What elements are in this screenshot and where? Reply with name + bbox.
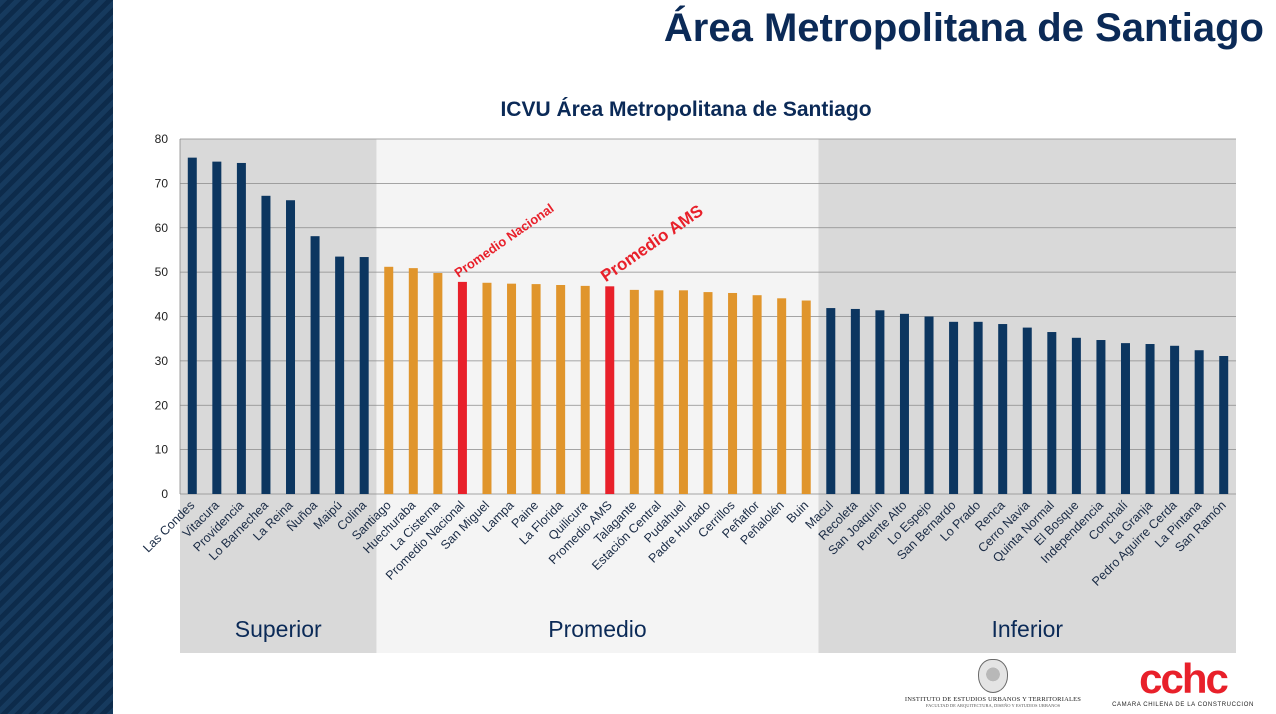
bar — [752, 295, 762, 494]
bar — [531, 284, 541, 494]
bar — [212, 161, 222, 494]
group-label-promedio: Promedio — [548, 616, 646, 642]
bar — [850, 308, 860, 494]
group-label-inferior: Inferior — [991, 616, 1063, 642]
chart-title: ICVU Área Metropolitana de Santiago — [500, 98, 871, 121]
bar — [629, 289, 639, 494]
bar — [949, 321, 959, 494]
bar — [261, 195, 271, 495]
bar — [826, 308, 836, 494]
institute-faculty: FACULTAD DE ARQUITECTURA, DISEÑO Y ESTUD… — [925, 703, 1061, 708]
bar — [973, 321, 983, 494]
bar — [875, 310, 885, 494]
bar — [1194, 350, 1204, 494]
y-tick-label: 0 — [161, 487, 168, 501]
bar — [580, 285, 590, 494]
bar — [899, 313, 909, 494]
university-seal-icon — [978, 659, 1008, 693]
bar — [1071, 337, 1081, 494]
bar — [1022, 327, 1032, 494]
y-tick-label: 20 — [155, 398, 169, 412]
bar — [605, 286, 615, 494]
bar — [1120, 343, 1130, 494]
y-tick-label: 70 — [155, 176, 169, 190]
bar — [728, 292, 738, 494]
y-tick-label: 80 — [155, 132, 169, 146]
bar — [678, 290, 688, 494]
logos-area: INSTITUTO DE ESTUDIOS URBANOS Y TERRITOR… — [898, 648, 1258, 708]
group-label-superior: Superior — [235, 616, 322, 642]
group-band-promedio — [376, 139, 819, 653]
bar — [482, 282, 492, 494]
cchc-name: CAMARA CHILENA DE LA CONSTRUCCION — [1112, 702, 1254, 708]
bar — [507, 283, 517, 494]
institute-name: INSTITUTO DE ESTUDIOS URBANOS Y TERRITOR… — [904, 696, 1082, 703]
bar — [408, 268, 418, 494]
y-tick-label: 60 — [155, 221, 169, 235]
y-tick-label: 50 — [155, 265, 169, 279]
bar — [335, 256, 345, 494]
bar — [187, 157, 197, 494]
bar — [1047, 332, 1057, 494]
bar — [777, 298, 787, 494]
bar — [433, 273, 443, 494]
bar — [384, 266, 394, 494]
bar — [654, 290, 664, 494]
bar — [310, 236, 320, 494]
y-tick-label: 40 — [155, 310, 169, 324]
bar — [1219, 355, 1229, 494]
y-tick-label: 10 — [155, 443, 169, 457]
bar — [801, 300, 811, 494]
bar — [1170, 345, 1180, 494]
cchc-logo-mark: cchc — [1139, 655, 1230, 702]
page-title: Área Metropolitana de Santiago — [663, 6, 1264, 50]
bar — [998, 324, 1008, 494]
bar — [457, 281, 467, 494]
bar — [359, 257, 369, 494]
bar — [286, 200, 296, 495]
bar — [556, 284, 566, 494]
decorative-side-band — [0, 0, 113, 714]
bar — [703, 292, 713, 494]
group-band-superior — [180, 139, 377, 653]
institute-logo: INSTITUTO DE ESTUDIOS URBANOS Y TERRITOR… — [898, 659, 1088, 708]
bar — [236, 162, 246, 494]
bar — [924, 316, 934, 494]
cchc-logo: cchc CAMARA CHILENA DE LA CONSTRUCCION — [1108, 655, 1258, 708]
bar — [1096, 340, 1106, 494]
bar — [1145, 344, 1155, 494]
y-tick-label: 30 — [155, 354, 169, 368]
svg-text:cchc: cchc — [1139, 659, 1228, 697]
